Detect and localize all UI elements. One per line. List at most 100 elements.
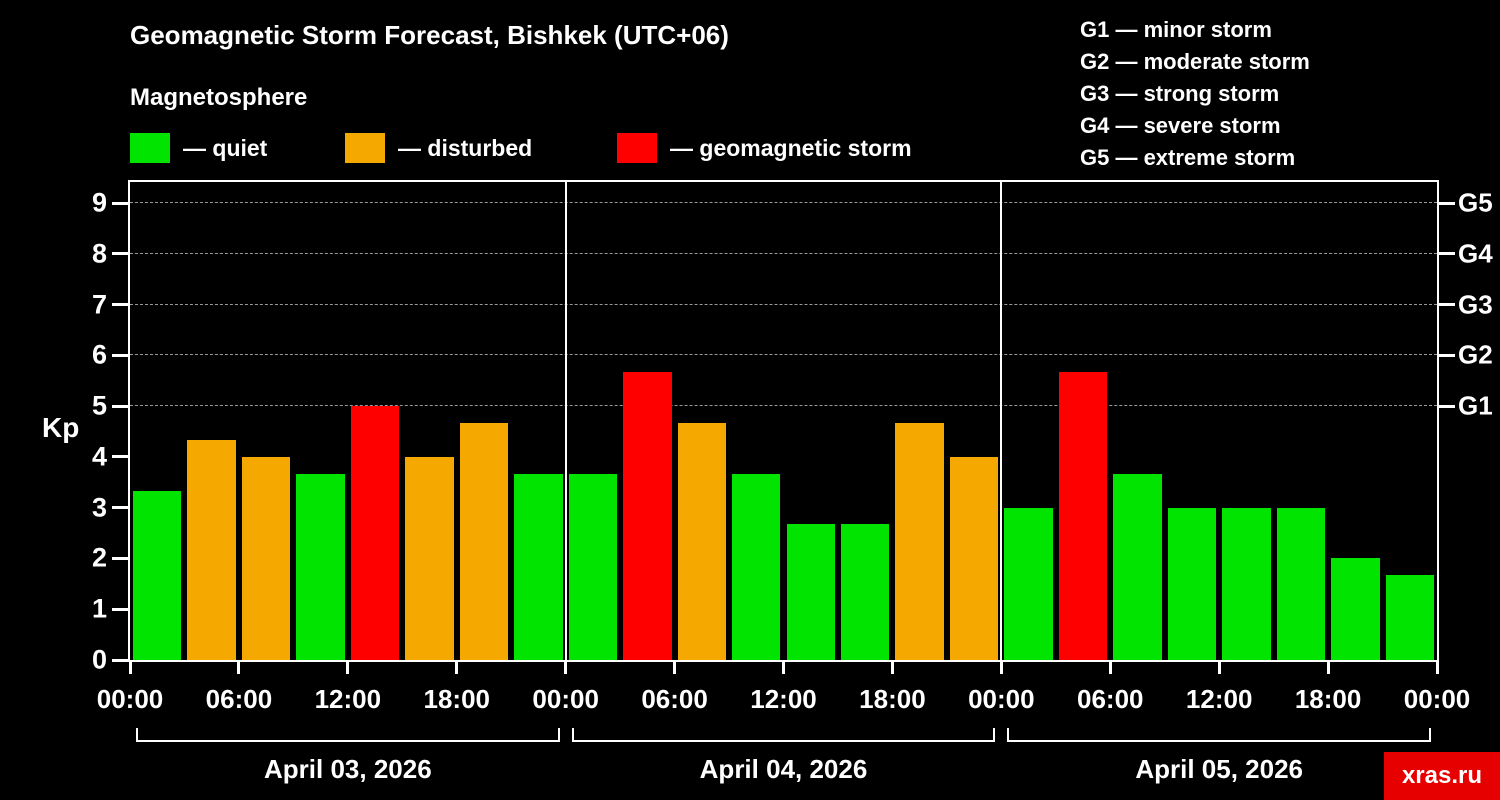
kp-bar — [1113, 473, 1162, 660]
plot-area — [128, 180, 1439, 662]
x-tick-label: 00:00 — [96, 684, 164, 714]
y-tick — [112, 353, 128, 357]
x-tick — [1435, 662, 1439, 674]
g-scale-line-g2: G2 — moderate storm — [1080, 49, 1310, 74]
kp-bar — [840, 524, 890, 660]
y-tick-label: 9 — [91, 187, 107, 218]
x-tick — [890, 662, 894, 674]
day-bracket — [136, 728, 560, 742]
x-tick-label: 12:00 — [1185, 684, 1253, 714]
gridline-kp8 — [130, 252, 1437, 254]
y-tick-label: 2 — [91, 542, 107, 573]
y-tick-label: 4 — [91, 441, 107, 472]
x-tick-label: 06:00 — [205, 684, 273, 714]
kp-bar — [949, 456, 999, 660]
x-tick — [999, 662, 1003, 674]
kp-bar — [1167, 507, 1217, 660]
day-bracket — [1007, 728, 1431, 742]
x-tick — [455, 662, 459, 674]
y-tick-label: 0 — [91, 644, 107, 675]
x-tick — [782, 662, 785, 674]
x-tick-label: 00:00 — [968, 684, 1035, 714]
date-label: April 05, 2026 — [1135, 754, 1303, 784]
g-scale-line-g4: G4 — severe storm — [1080, 113, 1281, 138]
x-tick-label: 18:00 — [1294, 684, 1362, 714]
day-separator — [564, 182, 567, 660]
legend-label-disturbed: — disturbed — [398, 134, 533, 161]
x-tick — [346, 662, 350, 674]
y-tick — [112, 556, 128, 560]
gridline-kp6 — [130, 354, 1437, 356]
x-tick — [237, 662, 241, 674]
g-scale-legend: G1 — minor storm G2 — moderate storm G3 … — [1080, 14, 1310, 174]
y-tick — [112, 252, 128, 256]
y-tick — [112, 658, 128, 662]
kp-bar — [241, 456, 291, 660]
kp-bar — [514, 473, 563, 660]
kp-bar — [1385, 575, 1434, 660]
y-tick — [112, 455, 128, 459]
y-tick — [112, 404, 128, 408]
date-label: April 04, 2026 — [699, 754, 868, 784]
x-tick-label: 06:00 — [641, 684, 708, 714]
page-title: Geomagnetic Storm Forecast, Bishkek (UTC… — [130, 20, 729, 50]
y-tick-label: 3 — [91, 492, 107, 523]
g-level-label: G1 — [1458, 390, 1493, 421]
y-tick-label: 6 — [91, 339, 107, 370]
x-tick-label: 06:00 — [1077, 684, 1144, 714]
x-tick-label: 12:00 — [750, 684, 817, 714]
right-tick — [1439, 201, 1455, 205]
day-bracket — [571, 728, 996, 742]
right-tick — [1439, 303, 1455, 307]
kp-bar — [623, 372, 672, 660]
y-axis-label: Kp — [42, 412, 80, 443]
kp-bar — [1222, 507, 1271, 660]
kp-bar — [187, 440, 236, 660]
x-tick — [1326, 662, 1330, 674]
right-tick — [1439, 404, 1455, 408]
gridline-kp5 — [130, 405, 1437, 407]
x-tick — [564, 662, 568, 674]
legend-item-disturbed: — disturbed — [345, 132, 532, 164]
watermark-link[interactable]: xras.ru — [1383, 752, 1500, 800]
g-level-label: G3 — [1458, 289, 1493, 320]
right-tick — [1439, 353, 1455, 357]
legend-label-storm: — geomagnetic storm — [670, 134, 912, 161]
day-separator — [1000, 182, 1003, 660]
kp-bar — [459, 422, 509, 660]
kp-bar — [350, 406, 400, 660]
legend-label-quiet: — quiet — [183, 134, 268, 161]
g-scale-line-g1: G1 — minor storm — [1080, 17, 1272, 42]
g-scale-line-g3: G3 — strong storm — [1080, 81, 1280, 106]
y-tick-label: 7 — [91, 289, 107, 320]
y-tick-label: 1 — [91, 593, 107, 624]
legend-item-storm: — geomagnetic storm — [617, 132, 912, 164]
kp-bar — [1058, 372, 1108, 660]
gridline-kp7 — [130, 303, 1437, 305]
kp-bar — [786, 524, 835, 660]
kp-bar — [677, 422, 727, 660]
chart-subtitle: Magnetosphere — [130, 84, 308, 111]
gridline-kp9 — [130, 202, 1437, 203]
g-level-label: G4 — [1458, 238, 1493, 269]
y-tick — [112, 201, 128, 205]
x-tick — [673, 662, 677, 674]
y-tick — [112, 303, 128, 307]
x-tick-label: 00:00 — [1403, 684, 1471, 714]
g-scale-line-g5: G5 — extreme storm — [1080, 145, 1296, 170]
x-tick — [128, 662, 132, 674]
storm-color-swatch — [617, 133, 657, 163]
x-tick-label: 18:00 — [423, 684, 491, 714]
x-tick — [1217, 662, 1221, 674]
kp-bar — [296, 473, 345, 660]
kp-bar — [1004, 507, 1053, 660]
g-level-label: G5 — [1458, 187, 1493, 218]
quiet-color-swatch — [130, 133, 170, 163]
legend-item-quiet: — quiet — [130, 132, 267, 164]
g-level-label: G2 — [1458, 339, 1493, 370]
date-label: April 03, 2026 — [264, 754, 432, 784]
kp-bar — [1331, 558, 1380, 660]
x-tick — [1108, 662, 1112, 674]
disturbed-color-swatch — [345, 133, 385, 163]
